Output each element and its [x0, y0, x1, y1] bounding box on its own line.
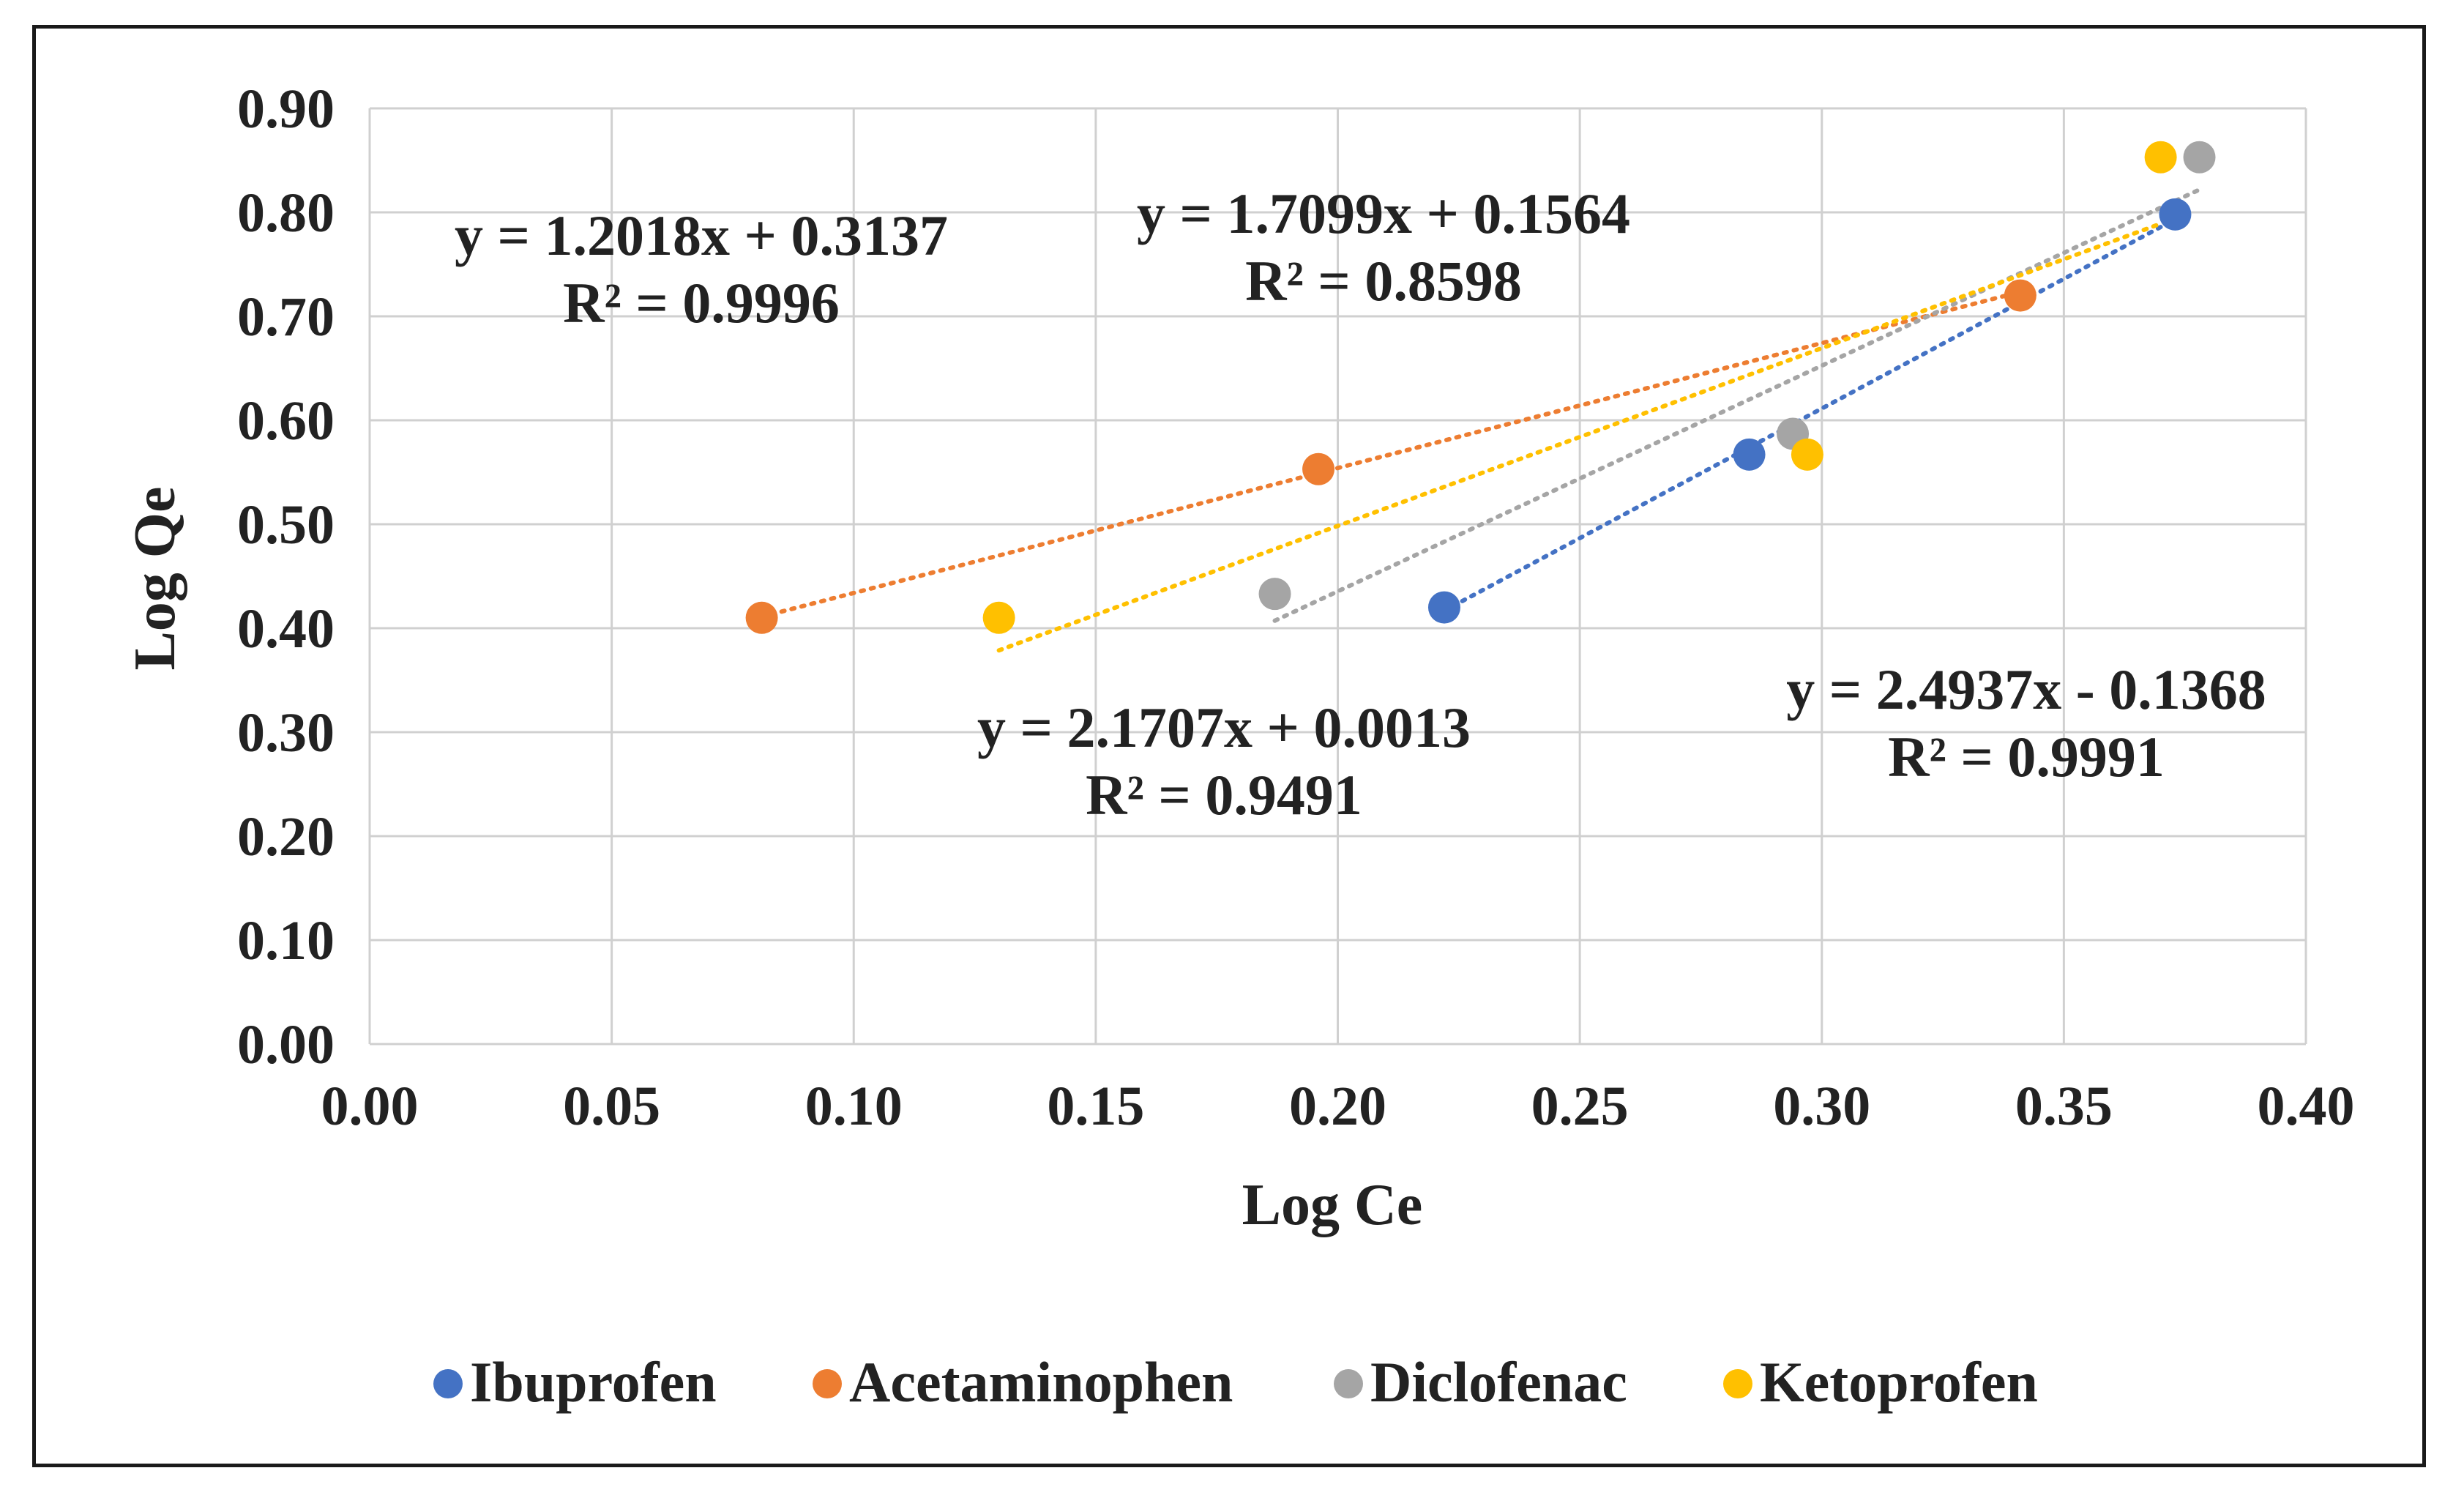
legend-label-ibuprofen: Ibuprofen — [470, 1350, 717, 1414]
point-ketoprofen[interactable] — [1791, 438, 1823, 471]
x-tick-label: 0.35 — [2015, 1076, 2113, 1137]
ibuprofen-r2: R² = 0.9991 — [1888, 725, 2165, 789]
legend: Ibuprofen Acetaminophen Diclofenac Ketop… — [433, 1350, 2038, 1414]
point-acetaminophen[interactable] — [745, 601, 778, 634]
acetaminophen-equation: y = 1.2018x + 0.3137 — [455, 204, 948, 267]
legend-label-acetaminophen: Acetaminophen — [849, 1350, 1233, 1414]
trendline-acetaminophen — [759, 289, 2023, 619]
x-tick-label: 0.15 — [1047, 1076, 1144, 1137]
point-ketoprofen[interactable] — [2144, 141, 2177, 174]
y-tick-label: 0.00 — [237, 1014, 335, 1076]
legend-item-ketoprofen[interactable]: Ketoprofen — [1723, 1350, 2038, 1414]
y-tick-label: 0.80 — [237, 182, 335, 244]
legend-marker-acetaminophen — [813, 1369, 842, 1398]
legend-marker-diclofenac — [1334, 1369, 1363, 1398]
legend-label-diclofenac: Diclofenac — [1370, 1350, 1627, 1414]
legend-marker-ibuprofen — [433, 1369, 463, 1398]
x-tick-label: 0.10 — [805, 1076, 903, 1137]
x-tick-labels: 0.00 0.05 0.10 0.15 0.20 0.25 0.30 0.35 0.40 — [321, 1076, 2355, 1137]
y-tick-label: 0.70 — [237, 286, 335, 348]
ibuprofen-equation: y = 2.4937x - 0.1368 — [1786, 657, 2266, 721]
x-tick-label: 0.00 — [321, 1076, 419, 1137]
y-tick-label: 0.10 — [237, 910, 335, 972]
y-tick-label: 0.60 — [237, 390, 335, 452]
y-tick-label: 0.20 — [237, 806, 335, 868]
point-diclofenac[interactable] — [2183, 141, 2216, 174]
point-ibuprofen[interactable] — [2159, 198, 2192, 231]
ketoprofen-equation: y = 1.7099x + 0.1564 — [1137, 182, 1630, 245]
y-tick-label: 0.30 — [237, 702, 335, 764]
trendline-ibuprofen — [1441, 217, 2178, 614]
x-tick-label: 0.30 — [1773, 1076, 1870, 1137]
legend-label-ketoprofen: Ketoprofen — [1760, 1350, 2038, 1414]
grid — [368, 107, 2307, 1046]
x-axis-title: Log Ce — [1242, 1173, 1423, 1237]
x-tick-label: 0.05 — [563, 1076, 660, 1137]
y-tick-label: 0.90 — [237, 78, 335, 140]
x-tick-label: 0.40 — [2258, 1076, 2355, 1137]
trendline-ketoprofen — [996, 221, 2163, 653]
point-acetaminophen[interactable] — [2004, 279, 2036, 312]
legend-item-ibuprofen[interactable]: Ibuprofen — [433, 1350, 717, 1414]
x-tick-label: 0.20 — [1289, 1076, 1386, 1137]
acetaminophen-r2: R² = 0.9996 — [563, 271, 840, 335]
data-points — [745, 141, 2216, 634]
ketoprofen-r2: R² = 0.8598 — [1245, 249, 1522, 313]
legend-marker-ketoprofen — [1723, 1369, 1752, 1398]
y-tick-label: 0.40 — [237, 598, 335, 660]
point-ketoprofen[interactable] — [982, 601, 1015, 634]
diclofenac-r2: R² = 0.9491 — [1086, 763, 1362, 827]
trendline-diclofenac — [1272, 187, 2202, 623]
x-tick-label: 0.25 — [1531, 1076, 1629, 1137]
trendlines — [759, 187, 2202, 653]
point-diclofenac[interactable] — [1258, 578, 1291, 611]
y-axis-title: Log Qe — [123, 486, 187, 670]
legend-item-diclofenac[interactable]: Diclofenac — [1334, 1350, 1627, 1414]
legend-item-acetaminophen[interactable]: Acetaminophen — [813, 1350, 1233, 1414]
diclofenac-equation: y = 2.1707x + 0.0013 — [977, 696, 1471, 759]
y-tick-label: 0.50 — [237, 494, 335, 556]
y-tick-labels: 0.00 0.10 0.20 0.30 0.40 0.50 0.60 0.70 0.80 0.90 — [237, 78, 335, 1076]
point-ibuprofen[interactable] — [1427, 591, 1460, 624]
point-ibuprofen[interactable] — [1733, 438, 1766, 471]
point-acetaminophen[interactable] — [1302, 452, 1335, 485]
chart-frame — [32, 25, 2426, 1467]
